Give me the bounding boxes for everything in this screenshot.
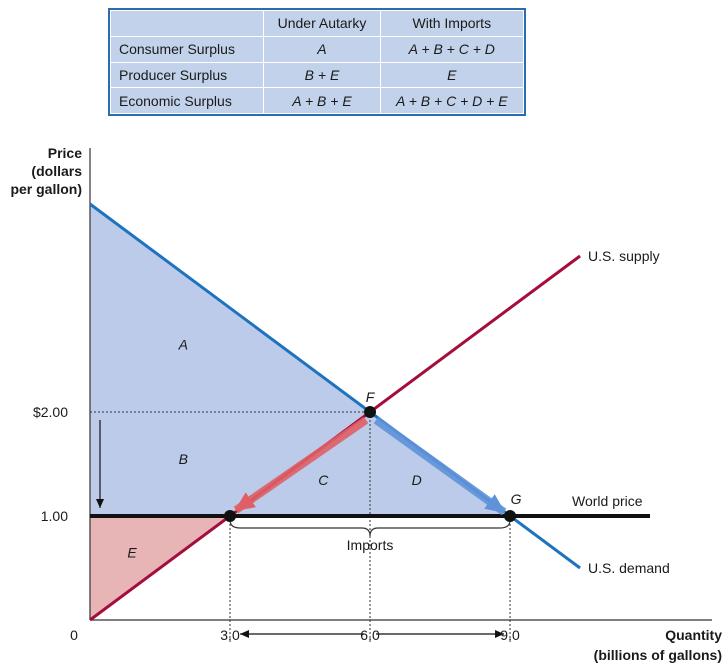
y-axis-label-line: per gallon) (10, 181, 82, 197)
imports-brace (229, 519, 511, 537)
point-domestic-supply (224, 510, 237, 522)
cell-economic-imports: A + B + C + D + E (379, 87, 525, 114)
supply-movement-arrow (233, 416, 369, 514)
surplus-table: Under Autarky With Imports Consumer Surp… (108, 8, 526, 116)
point-f (364, 406, 377, 418)
point-g-label: G (511, 491, 522, 507)
table-row: Producer Surplus B + E E (109, 61, 525, 89)
table-header-imports: With Imports (379, 10, 525, 37)
x-axis-label-line: (billions of gallons) (594, 647, 722, 663)
region-d-label: D (412, 472, 422, 488)
region-a-label: A (178, 337, 188, 353)
y-tick-label: 1.00 (41, 508, 68, 524)
cell-economic-autarky: A + B + E (263, 87, 381, 114)
row-label-producer: Producer Surplus (109, 61, 265, 89)
table-header-blank (109, 10, 265, 37)
row-label-consumer: Consumer Surplus (109, 35, 265, 63)
y-axis-label-line: (dollars (31, 163, 82, 179)
cell-consumer-imports: A + B + C + D (379, 35, 525, 63)
cell-consumer-autarky: A (263, 35, 381, 63)
y-axis-label-line: Price (48, 145, 82, 161)
x-tick-label: 3.0 (220, 627, 240, 643)
demand-label: U.S. demand (588, 560, 670, 576)
point-g (504, 510, 517, 522)
row-label-economic: Economic Surplus (109, 87, 265, 114)
table-header-autarky: Under Autarky (263, 10, 381, 37)
demand-movement-arrow (373, 416, 507, 516)
cell-producer-autarky: B + E (263, 61, 381, 89)
table-header-row: Under Autarky With Imports (109, 10, 525, 37)
origin-label: 0 (70, 627, 78, 643)
x-tick-label: 6.0 (360, 627, 380, 643)
point-f-label: F (366, 389, 376, 405)
table-row: Consumer Surplus A A + B + C + D (109, 35, 525, 63)
region-c-label: C (318, 472, 329, 488)
y-tick-label: $2.00 (33, 404, 68, 420)
trade-graph: Price (dollars per gallon) Quantity (bil… (10, 145, 722, 663)
x-axis-label-line: Quantity (665, 627, 722, 643)
imports-label: Imports (347, 537, 394, 553)
x-tick-label: 9.0 (500, 627, 520, 643)
cell-producer-imports: E (379, 61, 525, 89)
supply-label: U.S. supply (588, 248, 660, 264)
table-row: Economic Surplus A + B + E A + B + C + D… (109, 87, 525, 114)
region-b-label: B (179, 451, 188, 467)
world-price-label: World price (572, 493, 643, 509)
region-e-label: E (127, 545, 137, 561)
